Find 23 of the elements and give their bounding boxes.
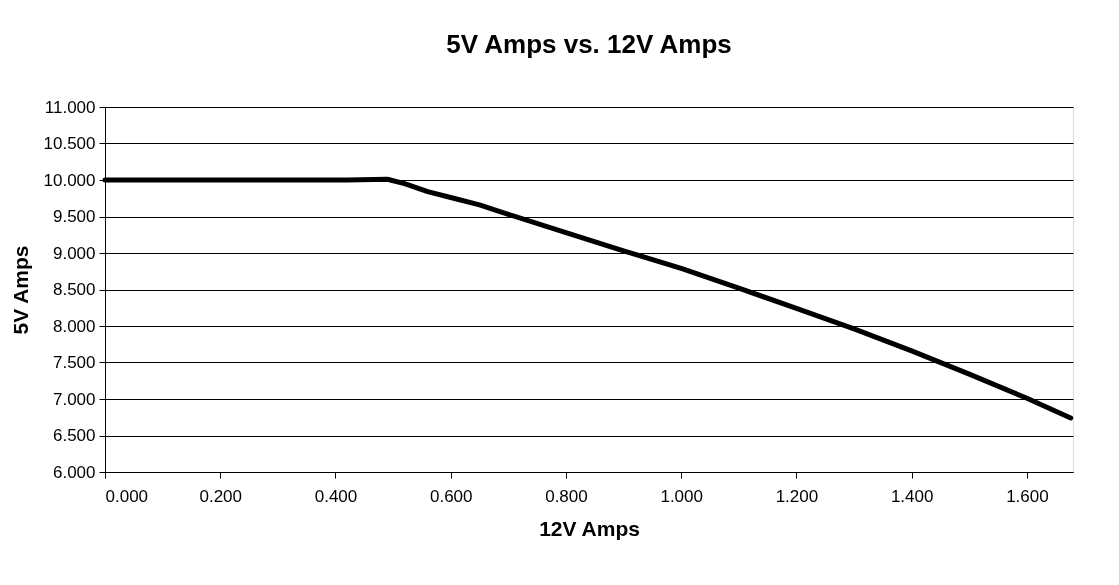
x-tick-label: 0.400 xyxy=(314,486,358,506)
y-tick-label: 9.000 xyxy=(52,243,96,263)
y-axis-title: 5V Amps xyxy=(8,245,32,335)
y-tick-label: 8.000 xyxy=(52,316,96,336)
y-tick-label: 10.500 xyxy=(43,134,96,153)
chart-title: 5V Amps vs. 12V Amps xyxy=(446,29,732,59)
y-tick-label: 10.000 xyxy=(43,170,96,190)
x-tick-label: 1.400 xyxy=(890,486,934,506)
x-tick-label: 0.000 xyxy=(105,486,149,506)
x-axis-title: 12V Amps xyxy=(539,516,640,540)
x-tick-label: 1.200 xyxy=(775,486,819,506)
y-tick-label: 7.500 xyxy=(52,353,96,372)
x-tick-label: 1.600 xyxy=(1006,486,1049,506)
x-tick-label: 0.800 xyxy=(545,486,588,506)
y-tick-label: 6.500 xyxy=(52,426,96,445)
y-tick-label: 11.000 xyxy=(44,97,96,117)
y-tick-label: 8.500 xyxy=(52,280,96,299)
x-tick-label: 0.600 xyxy=(429,486,473,506)
y-tick-label: 7.000 xyxy=(52,389,96,409)
y-tick-label: 6.000 xyxy=(52,462,96,482)
x-tick-label: 1.000 xyxy=(660,486,703,506)
y-tick-label: 9.500 xyxy=(52,207,96,226)
x-tick-label: 0.200 xyxy=(199,486,243,506)
